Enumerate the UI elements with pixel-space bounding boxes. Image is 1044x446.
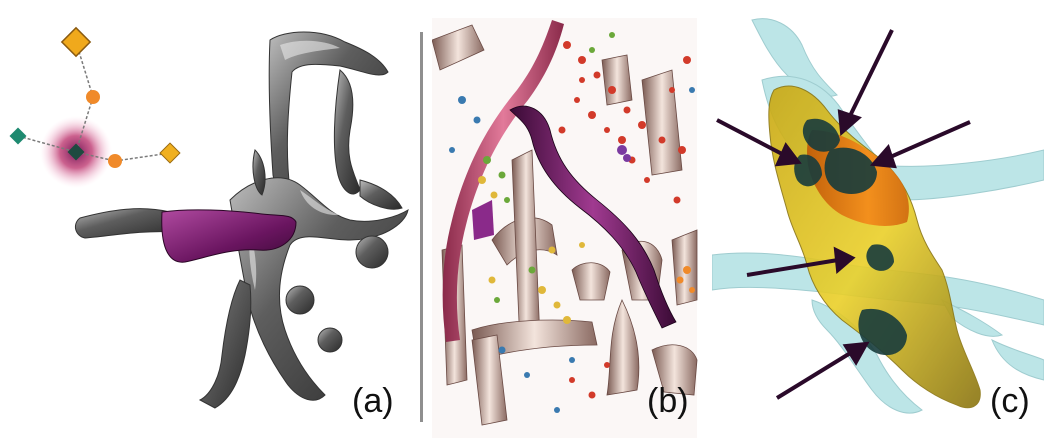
panel-label-a: (a)	[352, 382, 394, 420]
panel-label-b: (b)	[647, 382, 689, 420]
graph-diagram	[9, 26, 181, 188]
pink-tube	[442, 20, 564, 342]
node-circle	[108, 154, 122, 168]
panel-a	[0, 0, 415, 446]
node-diamond-center	[67, 143, 85, 161]
panel-c	[712, 0, 1044, 446]
panel-divider	[420, 32, 423, 422]
panel-c-render	[712, 18, 1044, 414]
purple-fragment	[472, 200, 494, 240]
annotation-arrows	[716, 29, 971, 400]
panel-b	[432, 0, 712, 446]
node-circle	[86, 90, 100, 104]
panel-b-render	[432, 18, 698, 438]
highlighted-segment	[161, 209, 297, 263]
dark-spots	[794, 118, 907, 356]
node-diamond-top	[60, 26, 92, 58]
highlighted-tube	[509, 105, 677, 329]
panel-a-render	[9, 26, 409, 409]
node-diamond-right	[159, 142, 181, 164]
panel-label-c: (c)	[990, 382, 1030, 420]
node-diamond-left	[9, 127, 27, 145]
sphere-particles	[449, 32, 695, 413]
